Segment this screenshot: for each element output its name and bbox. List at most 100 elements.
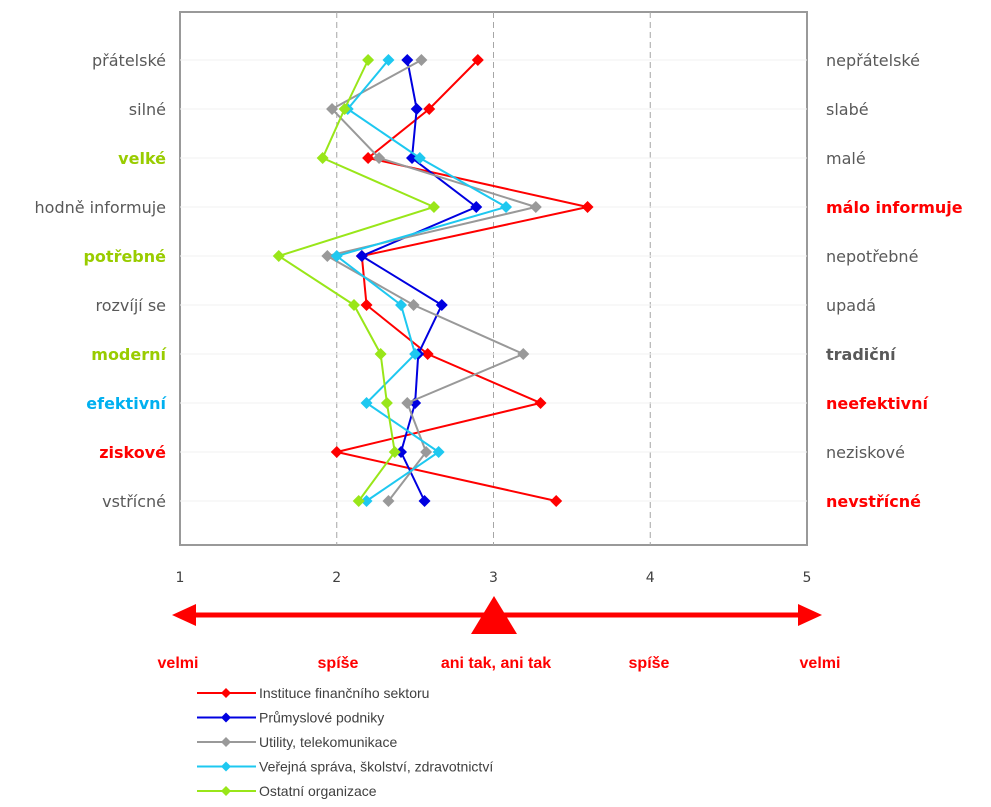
scale-labels: velmi spíše ani tak, ani tak spíše velmi [158,655,841,672]
data-point [418,495,431,507]
left-label: vstřícné [102,492,166,511]
data-point [471,54,484,66]
right-label: neziskové [826,443,905,462]
data-point [415,54,428,66]
left-label: velké [118,149,166,168]
data-point [432,446,445,458]
data-point [360,495,373,507]
data-point [362,54,375,66]
data-point [373,152,386,164]
left-label: silné [129,100,166,119]
data-point [362,152,375,164]
legend-label: Ostatní organizace [259,783,377,799]
left-label: hodně informuje [35,198,166,217]
data-point [401,397,414,409]
legend-label: Utility, telekomunikace [259,734,397,750]
data-point [395,446,408,458]
legend-marker [221,712,231,723]
left-label: moderní [91,345,167,364]
right-label: nepotřebné [826,247,918,266]
data-point [517,348,530,360]
data-point [382,495,395,507]
scale-label: spíše [318,655,359,672]
legend-marker [221,688,231,698]
data-point [338,103,351,115]
right-label: malé [826,149,866,168]
data-point [272,250,285,262]
series-line [334,59,509,502]
scale-label: velmi [158,655,199,672]
legend-marker [221,786,231,796]
series-lines [272,54,594,507]
legend-item: Utility, telekomunikace [197,734,397,750]
x-tick-label: 4 [646,570,655,586]
legend-label: Veřejná správa, školství, zdravotnictví [259,759,493,775]
right-label: málo informuje [826,198,963,217]
data-point [326,103,339,115]
scale-label: velmi [800,655,841,672]
data-point [423,103,436,115]
series-line [336,59,588,502]
data-point [360,397,373,409]
legend-marker [221,737,231,747]
data-point [395,299,408,311]
data-point [581,201,594,213]
data-point [410,103,423,115]
data-point [407,299,420,311]
data-point [421,348,434,360]
data-point [500,201,513,213]
series [330,54,513,507]
row-gridlines [180,59,807,502]
left-label: ziskové [99,443,166,462]
scale-label: ani tak, ani tak [441,655,551,672]
series [272,54,440,507]
data-point [413,152,426,164]
right-label: slabé [826,100,869,119]
data-point [352,495,365,507]
right-label: nevstřícné [826,492,921,511]
legend-item: Ostatní organizace [197,783,377,799]
data-point [360,299,373,311]
legend-item: Veřejná správa, školství, zdravotnictví [197,759,493,775]
data-point [550,495,563,507]
data-point [427,201,440,213]
data-point [347,299,360,311]
x-tick-label: 5 [803,570,812,586]
data-point [435,299,448,311]
legend-item: Instituce finančního sektoru [197,685,429,701]
data-point [529,201,542,213]
right-label: nepřátelské [826,51,920,70]
legend: Instituce finančního sektoru Průmyslové p… [197,685,493,799]
legend-item: Průmyslové podniky [197,710,384,726]
center-triangle-icon [471,596,517,634]
right-labels: nepřátelské slabé malé málo informuje nepotř… [826,51,963,511]
series-line [359,59,479,502]
data-point [470,201,483,213]
data-point [321,250,334,262]
data-point [355,250,368,262]
legend-marker [221,761,231,772]
data-point [409,348,422,360]
data-point [330,250,343,262]
x-tick-label: 2 [332,570,341,586]
arrow-left-icon [172,604,196,626]
scale-arrow [172,596,822,634]
x-tick-label: 1 [176,570,185,586]
scale-label: spíše [629,655,670,672]
data-point [316,152,329,164]
x-axis-ticks: 1 2 3 4 5 [176,570,812,586]
right-label: tradiční [826,345,897,364]
data-point [380,397,393,409]
left-label: efektivní [86,394,167,413]
right-label: neefektivní [826,394,930,413]
right-label: upadá [826,296,876,315]
data-point [374,348,387,360]
legend-label: Průmyslové podniky [259,710,384,726]
data-point [534,397,547,409]
legend-label: Instituce finančního sektoru [259,685,429,701]
data-point [382,54,395,66]
data-point [388,446,401,458]
left-label: potřebné [83,247,166,266]
series-line [276,59,437,502]
left-label: přátelské [92,51,166,70]
